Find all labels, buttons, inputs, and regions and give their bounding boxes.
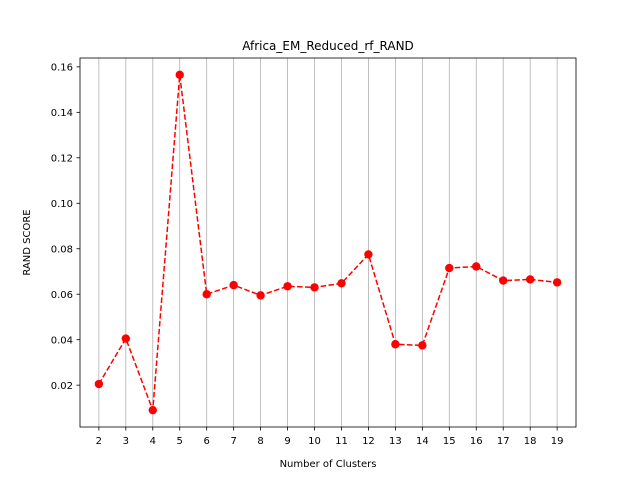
plot-frame [79,57,577,428]
x-tick-label: 16 [470,436,483,447]
data-point [364,250,373,259]
grid-lines [98,58,558,427]
y-tick-label: 0.02 [51,381,73,392]
data-point [148,405,157,415]
x-tick-label: 5 [177,436,183,447]
data-point [418,341,427,350]
y-tick-label: 0.06 [51,290,73,301]
chart-title: Africa_EM_Reduced_rf_RAND [242,39,414,53]
data-point [283,282,292,291]
y-tick-label: 0.10 [51,199,73,210]
data-point [202,290,211,299]
x-tick-label: 9 [284,436,290,447]
data-point [337,279,346,288]
data-point [256,291,265,300]
data-point [94,379,104,389]
series-group [94,70,562,415]
series-line [98,74,558,411]
data-point [175,70,184,80]
data-point [525,275,535,284]
x-tick-label: 6 [204,436,210,447]
data-point [121,334,131,343]
y-tick-label: 0.04 [51,335,73,346]
x-tick-label: 4 [150,436,156,447]
x-tick-label: 2 [96,436,102,447]
x-tick-label: 13 [389,436,402,447]
x-tick-label: 12 [362,436,375,447]
x-tick-label: 15 [443,436,456,447]
x-tick-label: 8 [257,436,263,447]
x-tick-label: 14 [416,436,429,447]
y-axis-ticks: 0.02 0.04 0.06 0.08 0.10 0.12 0.14 0.16 [51,62,80,392]
data-point [472,262,481,271]
data-point [391,340,400,349]
data-point [310,283,319,292]
y-tick-label: 0.14 [51,108,73,119]
x-tick-label: 3 [123,436,129,447]
x-tick-label: 18 [524,436,537,447]
data-point [445,263,454,273]
data-point [552,278,562,287]
y-axis-label: RAND SCORE [22,209,33,275]
x-axis-ticks: 2 3 4 5 6 7 8 9 10 11 12 13 14 15 16 17 18 19 [96,427,564,447]
data-point [499,276,508,285]
x-tick-label: 19 [551,436,564,447]
data-point [229,280,238,290]
y-tick-label: 0.08 [51,244,73,255]
y-tick-label: 0.16 [51,62,73,73]
x-tick-label: 17 [497,436,510,447]
y-tick-label: 0.12 [51,153,73,164]
x-tick-label: 11 [335,436,348,447]
x-tick-label: 7 [230,436,236,447]
x-tick-label: 10 [308,436,321,447]
x-axis-label: Number of Clusters [280,459,377,470]
